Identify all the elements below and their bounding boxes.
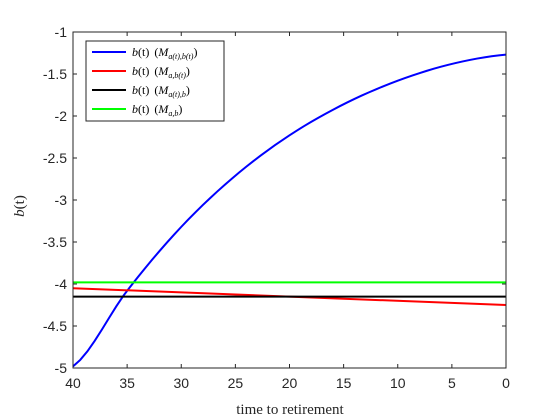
y-tick-label: -1 — [55, 24, 68, 40]
x-axis-label: time to retirement — [236, 402, 344, 418]
legend-subscript: a(t),b — [168, 90, 186, 99]
legend-fn: b — [132, 83, 138, 97]
x-tick-label: 25 — [228, 375, 244, 391]
y-tick-label: -3.5 — [43, 234, 67, 250]
x-tick-label: 5 — [448, 375, 456, 391]
legend-arg: (t) — [138, 102, 149, 116]
legend-fn: b — [132, 45, 138, 59]
ticks-layer: 40 35 30 25 20 15 10 5 0 -1 -1.5 -2 -2.5 -3 -3.5 -4 -4.5… — [43, 24, 510, 391]
legend-m: M — [157, 64, 169, 78]
legend-close-paren: ) — [186, 83, 190, 97]
legend-subscript: a,b(t) — [168, 71, 186, 80]
legend-open-paren: ( — [154, 102, 158, 116]
legend-entry-4: b(t) (Ma,b) — [132, 102, 182, 118]
y-tick-label: -2 — [55, 108, 68, 124]
legend-m: M — [157, 83, 169, 97]
legend-open-paren: ( — [154, 45, 158, 59]
y-axis-label-arg: (t) — [12, 195, 28, 209]
y-tick-label: -5 — [55, 360, 68, 376]
x-tick-label: 30 — [173, 375, 189, 391]
legend-arg: (t) — [138, 64, 149, 78]
y-tick-label: -1.5 — [43, 66, 67, 82]
legend-m: M — [157, 102, 169, 116]
y-tick-label: -2.5 — [43, 150, 67, 166]
series-line-1 — [72, 53, 507, 368]
legend-subscript: a,b — [168, 109, 178, 118]
legend-close-paren: ) — [186, 64, 190, 78]
legend-close-paren: ) — [193, 45, 197, 59]
legend: b(t) (Ma(t),b(t))b(t) (Ma,b(t))b(t) (Ma(t),… — [85, 40, 225, 122]
legend-arg: (t) — [138, 45, 149, 59]
x-tick-label: 10 — [390, 375, 406, 391]
y-tick-label: -3 — [55, 192, 68, 208]
x-tick-label: 15 — [336, 375, 352, 391]
legend-arg: (t) — [138, 83, 149, 97]
x-tick-label: 20 — [282, 375, 298, 391]
legend-entry-1: b(t) (Ma(t),b(t)) — [132, 45, 197, 61]
legend-open-paren: ( — [154, 64, 158, 78]
legend-entry-3: b(t) (Ma(t),b) — [132, 83, 190, 99]
legend-subscript: a(t),b(t) — [168, 52, 193, 61]
legend-close-paren: ) — [178, 102, 182, 116]
y-tick-label: -4.5 — [43, 318, 67, 334]
legend-fn: b — [132, 64, 138, 78]
legend-fn: b — [132, 102, 138, 116]
legend-m: M — [157, 45, 169, 59]
y-tick-label: -4 — [55, 276, 68, 292]
series-layer — [72, 53, 507, 368]
x-tick-label: 35 — [119, 375, 135, 391]
y-axis-label-main: b — [12, 209, 28, 217]
legend-entry-2: b(t) (Ma,b(t)) — [132, 64, 190, 80]
legend-box — [85, 40, 225, 122]
legend-open-paren: ( — [154, 83, 158, 97]
x-tick-label: 40 — [65, 375, 81, 391]
x-tick-label: 0 — [502, 375, 510, 391]
y-axis-label: b(t) — [12, 195, 28, 217]
